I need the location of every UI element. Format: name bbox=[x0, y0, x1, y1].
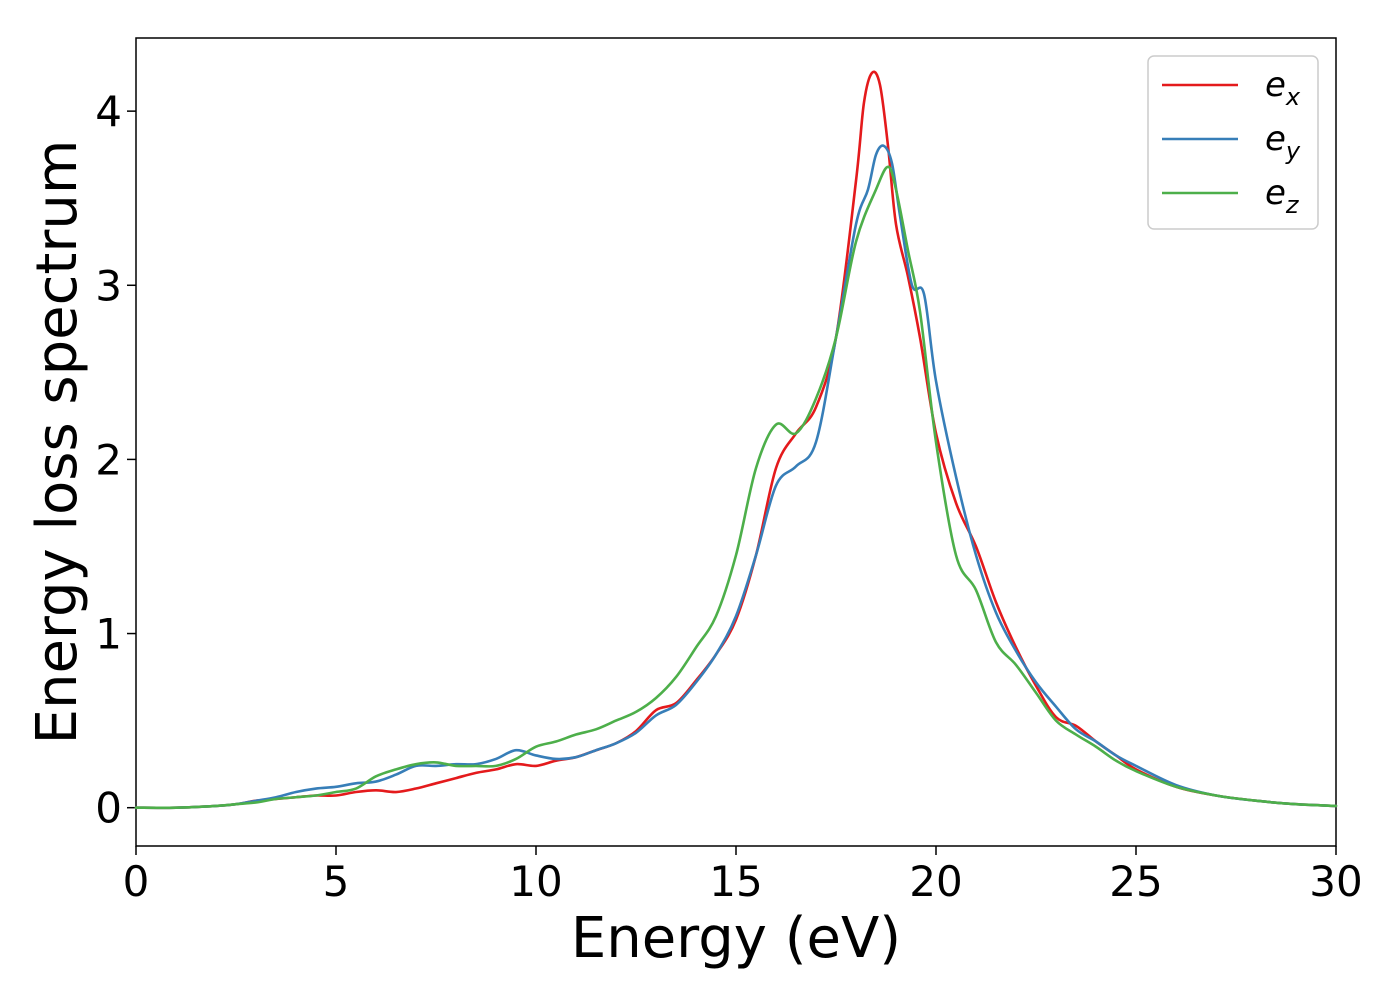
x-tick-label: 30 bbox=[1309, 857, 1362, 906]
legend-label-main: e bbox=[1265, 173, 1286, 213]
x-tick-label: 15 bbox=[709, 857, 762, 906]
x-tick-label: 25 bbox=[1109, 857, 1162, 906]
legend-label-subscript: z bbox=[1285, 191, 1300, 219]
y-tick-label: 3 bbox=[95, 261, 122, 310]
legend-label-x: ex bbox=[1265, 65, 1301, 111]
legend-label-y: ey bbox=[1265, 119, 1301, 165]
x-tick-label: 20 bbox=[909, 857, 962, 906]
series-line-z bbox=[134, 165, 1338, 810]
x-axis-title: Energy (eV) bbox=[571, 906, 901, 971]
plot-area bbox=[135, 37, 1337, 847]
x-tick-label: 0 bbox=[123, 857, 150, 906]
legend-label-subscript: y bbox=[1285, 137, 1301, 165]
legend-frame bbox=[1147, 55, 1319, 230]
y-tick-label: 4 bbox=[95, 87, 122, 136]
x-axis-ticks: 0 5 10 15 20 25 30 bbox=[123, 846, 1363, 906]
x-tick-label: 5 bbox=[323, 857, 350, 906]
x-tick-label: 10 bbox=[509, 857, 562, 906]
legend-label-subscript: x bbox=[1285, 83, 1301, 111]
y-tick-label: 2 bbox=[95, 435, 122, 484]
legend-label-z: ez bbox=[1265, 173, 1300, 219]
series-line-y bbox=[134, 144, 1338, 810]
legend-label-main: e bbox=[1265, 119, 1286, 159]
legend-label-main: e bbox=[1265, 65, 1286, 105]
y-tick-label: 1 bbox=[95, 610, 122, 659]
y-axis-title: Energy loss spectrum bbox=[25, 140, 90, 745]
y-tick-label: 0 bbox=[95, 784, 122, 833]
series-lines bbox=[134, 70, 1338, 810]
y-axis-ticks: 0 1 2 3 4 bbox=[95, 87, 136, 833]
